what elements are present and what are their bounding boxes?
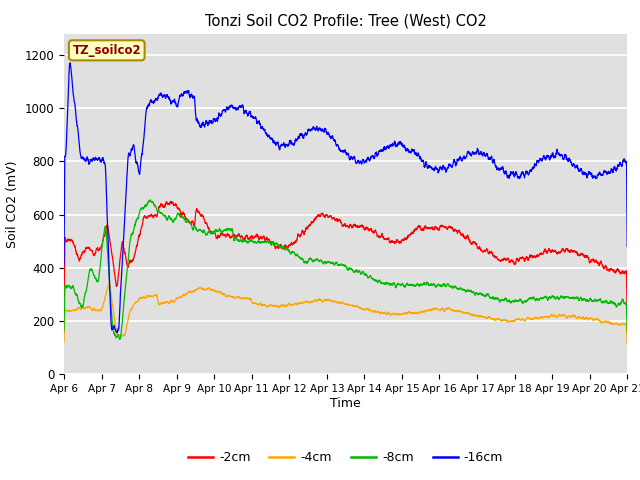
Line: -2cm: -2cm — [64, 202, 627, 315]
Text: TZ_soilco2: TZ_soilco2 — [72, 44, 141, 57]
-4cm — [570, 313, 578, 319]
-8cm — [60, 328, 68, 334]
-16cm — [411, 150, 419, 156]
-16cm — [60, 262, 68, 267]
-8cm — [623, 330, 631, 336]
X-axis label: Time: Time — [330, 397, 361, 410]
-16cm — [401, 144, 409, 150]
-2cm — [60, 303, 68, 309]
Legend: -2cm, -4cm, -8cm, -16cm: -2cm, -4cm, -8cm, -16cm — [183, 446, 508, 469]
-2cm — [218, 231, 225, 237]
-4cm — [60, 339, 68, 345]
-16cm — [113, 330, 121, 336]
-2cm — [623, 294, 631, 300]
-8cm — [181, 217, 189, 223]
-16cm — [623, 243, 631, 249]
-16cm — [623, 222, 631, 228]
-2cm — [167, 199, 175, 204]
Y-axis label: Soil CO2 (mV): Soil CO2 (mV) — [6, 160, 19, 248]
-4cm — [623, 342, 631, 348]
-8cm — [218, 228, 225, 234]
-8cm — [116, 336, 124, 342]
Line: -8cm: -8cm — [64, 200, 627, 339]
-2cm — [570, 248, 578, 254]
Line: -16cm: -16cm — [64, 63, 627, 333]
-2cm — [411, 227, 419, 233]
-4cm — [105, 281, 113, 287]
-4cm — [181, 292, 189, 298]
Line: -4cm: -4cm — [64, 284, 627, 345]
-8cm — [147, 197, 154, 203]
-8cm — [570, 296, 578, 301]
-2cm — [181, 213, 189, 219]
-2cm — [401, 236, 408, 242]
-16cm — [181, 90, 189, 96]
-4cm — [401, 311, 408, 317]
Title: Tonzi Soil CO2 Profile: Tree (West) CO2: Tonzi Soil CO2 Profile: Tree (West) CO2 — [205, 13, 486, 28]
-4cm — [623, 334, 631, 339]
-8cm — [623, 324, 631, 330]
-4cm — [218, 290, 225, 296]
-16cm — [218, 112, 225, 118]
-8cm — [401, 284, 409, 290]
-2cm — [623, 312, 631, 318]
-8cm — [411, 284, 419, 289]
-4cm — [411, 311, 419, 316]
-16cm — [570, 161, 578, 167]
-16cm — [67, 60, 74, 66]
